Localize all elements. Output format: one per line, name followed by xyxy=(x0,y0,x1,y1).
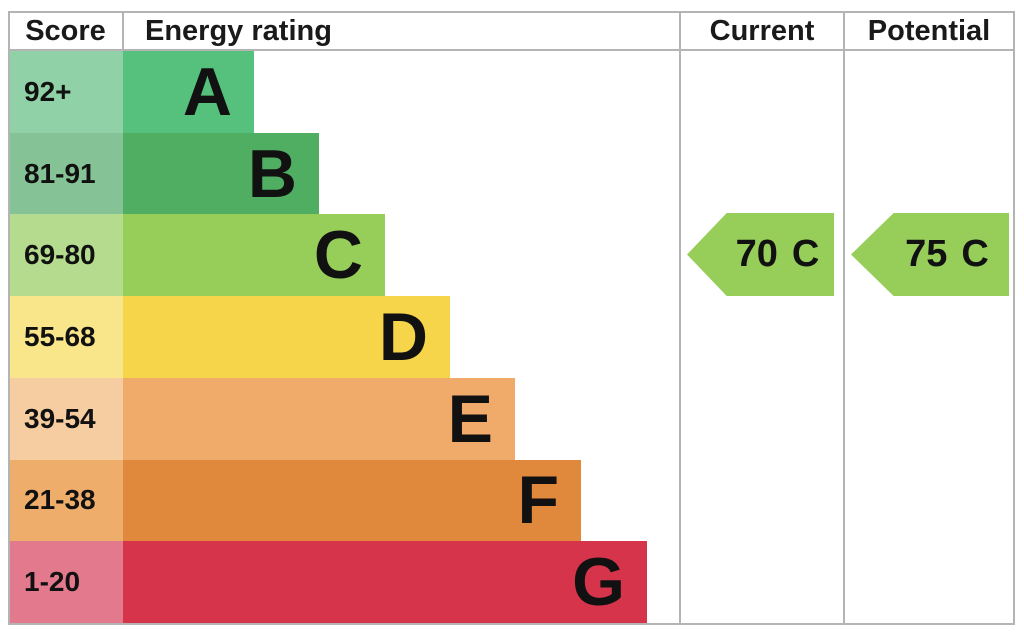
energy-rating-column-header: Energy rating xyxy=(145,15,332,47)
band-rows: 92+ A 81-91 B 69-80 C 55-68 D 39-54 E 21-38 F 1-20 G xyxy=(10,51,1013,624)
score-cell-d: 55-68 xyxy=(10,296,123,378)
band-row-f: 21-38 F xyxy=(10,459,1013,542)
band-letter-g: G xyxy=(572,544,625,621)
band-row-e: 39-54 E xyxy=(10,377,1013,460)
score-cell-e: 39-54 xyxy=(10,377,123,460)
band-bar-a: A xyxy=(123,51,254,133)
score-cell-c: 69-80 xyxy=(10,214,123,297)
band-bar-f: F xyxy=(123,459,581,542)
score-cell-f: 21-38 xyxy=(10,459,123,542)
score-cell-b: 81-91 xyxy=(10,132,123,215)
band-letter-b: B xyxy=(247,135,297,212)
band-row-g: 1-20 G xyxy=(10,541,1013,624)
band-bar-b: B xyxy=(123,132,319,215)
band-row-d: 55-68 D xyxy=(10,296,1013,378)
band-letter-e: E xyxy=(447,380,493,457)
band-letter-d: D xyxy=(378,299,428,376)
potential-rating-band: C xyxy=(961,233,989,275)
band-bar-e: E xyxy=(123,377,515,460)
band-bar-d: D xyxy=(123,296,450,378)
current-column-header: Current xyxy=(709,15,815,47)
score-cell-a: 92+ xyxy=(10,51,123,133)
band-row-b: 81-91 B xyxy=(10,132,1013,215)
score-cell-g: 1-20 xyxy=(10,541,123,624)
band-bar-c: C xyxy=(123,214,385,297)
band-bar-g: G xyxy=(123,541,647,624)
score-column-divider-line xyxy=(122,12,124,50)
band-letter-c: C xyxy=(313,217,363,294)
potential-column-header: Potential xyxy=(867,15,991,47)
potential-column-divider-line xyxy=(843,12,845,624)
band-row-c: 69-80 C xyxy=(10,214,1013,297)
band-letter-f: F xyxy=(517,462,559,539)
current-rating-score: 70 xyxy=(735,233,778,275)
current-column-divider-line xyxy=(679,12,681,624)
band-row-a: 92+ A xyxy=(10,51,1013,133)
current-rating-band: C xyxy=(791,233,820,275)
score-column-header: Score xyxy=(25,15,106,47)
header-divider-line xyxy=(8,49,1015,51)
potential-rating-score: 75 xyxy=(905,233,948,275)
band-letter-a: A xyxy=(182,53,232,130)
